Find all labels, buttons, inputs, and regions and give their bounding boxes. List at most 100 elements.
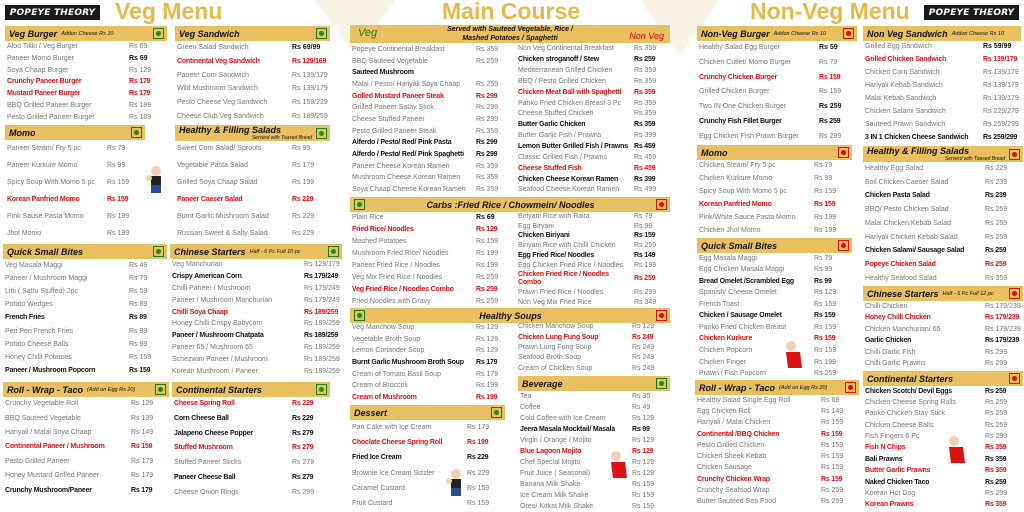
item-price: Rs 359 — [985, 501, 1007, 509]
menu-item: Cold Coffee with Ice Cream Rs 129 — [520, 415, 668, 423]
menu-item: BBQ Sauteed Vegetable Rs 139 — [5, 415, 167, 423]
menu-item: Prawn Lung Fung Soup Rs 249 — [518, 344, 668, 352]
item-price: Rs 199 — [476, 382, 499, 390]
served-line: Mashed Potatoes / Spaghetti — [462, 35, 558, 42]
menu-item: Paneer / Mushroom Chatpata Rs 189/259 — [172, 332, 340, 340]
item-name: Brownie Ice Cream Sizzler — [352, 469, 435, 477]
item-list: Cheese Spring Roll Rs 229 Corn Cheese Ball… — [172, 397, 330, 500]
menu-item: Banana Milk Shake Rs 159 — [520, 481, 668, 489]
menu-item: Vegetable Broth Soup Rs 129 — [352, 336, 512, 344]
item-price: Rs 159 — [821, 430, 843, 438]
section-beverage: Beverage Tea Rs 35 Coffee Rs 49 Cold Coffee w… — [518, 376, 670, 512]
veg-mark-icon — [153, 246, 164, 257]
item-price: Rs 189 — [129, 113, 152, 121]
item-name: Sauteed Prawn Sandwich — [865, 120, 946, 128]
item-price: Rs 139/179 — [983, 69, 1019, 77]
section-veg-roll: Roll - Wrap - Taco (Add on Egg Rs 20) Crun… — [3, 382, 169, 498]
menu-item: Chicken Sausage Rs 159 — [697, 464, 857, 472]
item-price: Rs 359 — [634, 45, 657, 53]
menu-item: Lemon Butter Grilled Fish / Prawns Rs 459 — [518, 143, 670, 151]
menu-item: Chicken Biriyani Rs 159 — [518, 232, 670, 240]
item-price: Rs 259 — [634, 242, 657, 250]
item-name: Crunchy Chicken Wrap — [697, 475, 770, 483]
section-title: Chinese Starters — [174, 246, 246, 257]
item-name: Crunchy Mushroom/Paneer — [5, 486, 92, 494]
section-title: Roll - Wrap - Taco — [7, 384, 84, 395]
menu-item: Blue Lagoon Mojito Rs 129 — [520, 448, 668, 456]
menu-item: Green Salad Sandwich Rs 69/99 — [177, 44, 328, 52]
nonveg-mark-icon — [1009, 148, 1020, 160]
section-title: Non-Veg Burger — [701, 28, 770, 39]
menu-item: Brownie Ice Cream Sizzler Rs 229 — [352, 470, 503, 478]
menu-item: Burnt Garlic Mushroom Salad Rs 229 — [177, 213, 328, 221]
menu-item: Grilled Mustard Paneer Steak Rs 299 — [352, 93, 512, 101]
item-name: Two IN One Chicken Burger — [699, 103, 787, 111]
item-name: Chilli Garlic Prawns — [865, 360, 926, 368]
menu-item: Malai Kebab Sandwich Rs 139/179 — [865, 95, 1019, 103]
section-header: Carbs :Fried Rice / Chowmein/ Noodles — [350, 197, 670, 212]
item-name: Healthy Salad Egg Burger — [699, 44, 780, 52]
section-nv-chinese: Chinese Starters Half - 6 Pc Full 12 pc Ch… — [863, 286, 1023, 370]
section-note: Serverd with Toased Bread — [944, 156, 1005, 162]
menu-item: Cream of Chicken Soup Rs 249 — [518, 365, 668, 373]
section-header: Dessert — [350, 405, 505, 420]
item-name: Egg Chicken Roll — [697, 407, 751, 415]
nonveg-mark-icon — [845, 382, 856, 393]
menu-item: Chicken Scotch/ Devil Eggs Rs 259 — [865, 388, 1021, 396]
menu-item: Popeye Continental Breakfast Rs 359 — [352, 46, 512, 54]
item-price: Rs 359 — [985, 455, 1007, 463]
section-nv-roll: Roll - Wrap - Taco (Add on Egg Rs 20) Heal… — [695, 380, 859, 508]
item-name: Paneer Cheese Korean Ramen — [352, 162, 450, 170]
item-price: Rs 259 — [476, 80, 499, 88]
item-name: Soya Chaap Burger — [7, 66, 69, 74]
item-name: Choclate Cheese Spring Roll — [352, 438, 443, 446]
menu-item: French Toast Rs 159 — [699, 301, 850, 309]
item-name: Virgin / Orange / Mojito — [520, 436, 592, 444]
item-name: Fruit Custard — [352, 500, 393, 508]
section-nv-quick: Quick Small Bites Egg Masala Maggi Rs 79 Eg… — [697, 238, 852, 380]
menu-item: Chicken Kurkure Rs 159 — [699, 335, 850, 343]
menu-item: Chilli Paneer / Mushroom Rs 179/249 — [172, 285, 340, 293]
menu-item: Korean Panfried Momo Rs 159 — [7, 196, 143, 204]
item-name: Paneer Caeser Salad — [177, 195, 243, 203]
menu-item: Chicken Cutlet/ Momo Burger Rs 79 — [699, 59, 855, 67]
section-title: Continental Starters — [867, 373, 954, 384]
item-name: Korean Mushroom / Paneer — [172, 367, 258, 375]
menu-item: Plain Rice Rs 69 — [352, 214, 512, 222]
menu-item: Soya Chaap Burger Rs 129 — [7, 67, 165, 75]
item-price: Rs 99 — [814, 175, 833, 183]
item-name: Veg Mix Fried Rice / Noodles — [352, 274, 443, 281]
item-name: Pink/White Sauce Pasta Momo — [699, 213, 796, 221]
item-price: Rs 199 — [107, 212, 130, 220]
item-price: Rs 159 — [467, 484, 490, 492]
menu-item: Cheese Onion Rings Rs 299 — [174, 489, 328, 497]
section-header: Momo — [697, 145, 852, 160]
menu-item: Pink Sause Pasta Momo Rs 199 — [7, 213, 143, 221]
item-name: Spanish/ Cheese Omelet — [699, 289, 777, 297]
item-price: Rs 129 — [129, 66, 152, 74]
brand-logo: POPEYE THEORY — [5, 5, 100, 20]
menu-item: Alferdo / Pesto/ Red/ Pink Spaghetti Rs 2… — [352, 151, 512, 159]
menu-item: Chicken Fried Rice / Noodles Combo Rs 259 — [518, 271, 670, 287]
item-name: Paneer Kurkure Momo — [7, 161, 78, 169]
menu-item: Egg Fried Rice/ Noodles Rs 149 — [518, 252, 670, 260]
item-price: Rs 179 — [292, 162, 315, 170]
item-name: Korean Hot Dog — [865, 489, 916, 497]
menu-item: Bali Prawns Rs 359 — [865, 456, 1021, 464]
item-name: Cheese Stuffed Paneer — [352, 115, 425, 123]
item-price: Rs 259 — [476, 298, 499, 305]
item-price: Rs 129/169 — [292, 57, 327, 65]
popeye-mascot-icon — [446, 469, 461, 496]
section-title: Veg Burger — [9, 28, 58, 39]
section-note: Addon Cheese Rs 10 — [951, 30, 1004, 37]
item-name: BBQ Grilled Paneer Burger — [7, 102, 92, 110]
menu-item: Pesto Grilled Chicken Rs 159 — [697, 442, 857, 450]
item-name: Paneer / Mushroom Chatpata — [172, 332, 264, 340]
menu-item: Choclate Cheese Spring Roll Rs 199 — [352, 439, 503, 447]
item-name: Popeye Continental Breakfast — [352, 45, 445, 53]
item-price: Rs 459 — [634, 164, 656, 172]
item-price: Rs 159 — [821, 453, 844, 461]
item-price: Rs 299 — [476, 104, 499, 112]
section-carbs: Carbs :Fried Rice / Chowmein/ Noodles — [350, 197, 670, 212]
item-name: Chicken Biriyani — [518, 232, 570, 240]
